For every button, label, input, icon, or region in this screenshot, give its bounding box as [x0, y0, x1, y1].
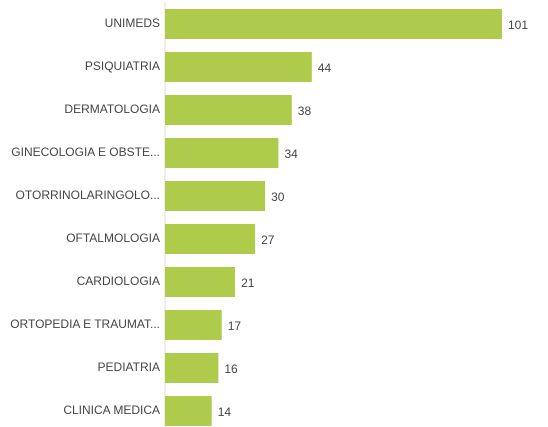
bar: [165, 310, 222, 340]
value-label: 17: [228, 319, 242, 333]
category-label: PEDIATRIA: [98, 360, 160, 374]
category-label: ORTOPEDIA E TRAUMAT...: [10, 317, 160, 331]
value-label: 21: [241, 276, 255, 290]
category-label: CARDIOLOGIA: [77, 274, 160, 288]
value-label: 14: [218, 405, 232, 419]
value-label: 30: [271, 190, 285, 204]
category-label: DERMATOLOGIA: [64, 102, 160, 116]
bar: [165, 138, 279, 168]
bar: [165, 9, 502, 39]
category-label: OFTALMOLOGIA: [66, 231, 160, 245]
value-label: 27: [261, 233, 275, 247]
value-label: 16: [224, 362, 238, 376]
category-label: CLINICA MEDICA: [63, 403, 160, 417]
category-label: GINECOLOGIA E OBSTE...: [11, 145, 160, 159]
value-label: 101: [508, 18, 528, 32]
category-label: UNIMEDS: [105, 16, 160, 30]
bar: [165, 396, 212, 426]
value-label: 34: [284, 147, 298, 161]
bar: [165, 52, 312, 82]
category-label: PSIQUIATRIA: [85, 59, 160, 73]
category-label: OTORRINOLARINGOLO...: [16, 188, 160, 202]
bar: [165, 267, 236, 297]
bar: [165, 181, 266, 211]
bar: [165, 224, 256, 254]
bar: [165, 95, 292, 125]
value-label: 38: [298, 104, 312, 118]
bar: [165, 353, 219, 383]
value-label: 44: [318, 61, 332, 75]
